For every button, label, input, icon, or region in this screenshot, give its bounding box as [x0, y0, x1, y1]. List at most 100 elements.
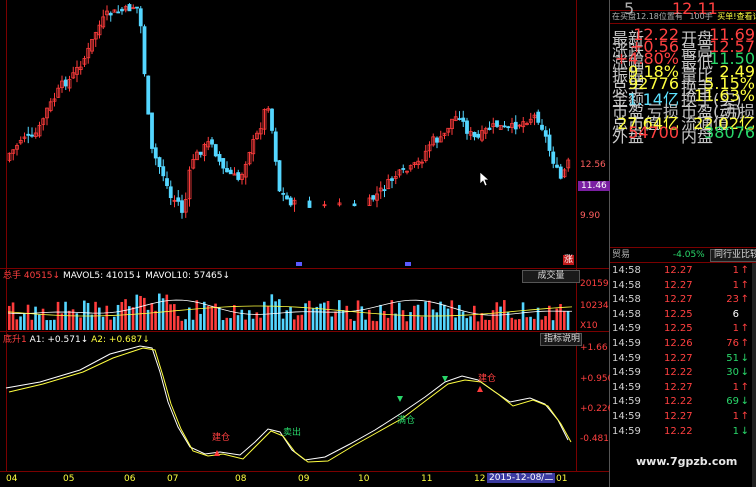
candle-body: [273, 131, 278, 162]
candlestick-series: [7, 3, 571, 219]
volume-bar: [229, 318, 232, 330]
candle-body: [258, 128, 263, 135]
candle-body: [472, 131, 477, 138]
candle-body: [540, 124, 544, 130]
volume-bar: [26, 304, 30, 330]
candle-body: [476, 133, 481, 138]
volume-bar: [368, 309, 371, 330]
tick-trade-row[interactable]: 14:59 12.25 1 ↑: [612, 323, 749, 335]
candle-body: [45, 107, 49, 119]
time-label: 04: [6, 474, 18, 484]
candle-body: [525, 123, 529, 125]
indicator-help-button[interactable]: 指标说明: [540, 333, 582, 346]
scrollbar[interactable]: [752, 263, 756, 487]
tick-trade-row[interactable]: 14:59 12.22 30 ↓: [612, 367, 749, 379]
volume-bar: [413, 305, 416, 330]
mavol10-label: MAVOL10: 57465: [145, 271, 223, 281]
tick-trade-row[interactable]: 14:59 12.27 51 ↓: [612, 352, 749, 364]
volume-bar: [23, 313, 26, 330]
candle-body: [243, 163, 248, 178]
main-chart[interactable]: [0, 0, 582, 268]
candle-body: [7, 152, 12, 161]
volume-bar: [566, 311, 570, 330]
volume-bar: [356, 300, 360, 330]
tick-trade-row[interactable]: 14:59 12.26 76 ↑: [612, 337, 749, 349]
volume-total: 40515: [23, 271, 53, 281]
tick-trade-row[interactable]: 14:58 12.27 1 ↑: [612, 279, 749, 291]
volume-bar: [491, 310, 495, 330]
candle-body: [566, 159, 571, 169]
candle-body: [150, 112, 154, 149]
volume-bar: [326, 300, 330, 330]
candle-body: [435, 137, 439, 143]
volume-bar: [210, 305, 214, 330]
order-detail-link[interactable]: 买单!查看详细: [717, 12, 756, 21]
candle-body: [56, 87, 61, 98]
candle-body: [105, 10, 109, 16]
volume-bar: [379, 304, 382, 330]
volume-bar: [86, 302, 90, 330]
candle-body: [262, 109, 267, 130]
candle-body: [153, 147, 158, 159]
volume-bar: [398, 302, 401, 330]
volume-bar: [409, 312, 412, 330]
candle-body: [405, 170, 409, 173]
candle-body: [457, 118, 462, 120]
candle-body: [251, 139, 256, 155]
volume-bar: [304, 303, 307, 330]
event-marker[interactable]: [296, 262, 302, 266]
tick-trade-row[interactable]: 14:59 12.22 1 ↓: [612, 425, 749, 437]
price-label-low: 9.90: [580, 211, 601, 221]
volume-bar: [128, 306, 131, 330]
volume-bar: [274, 301, 277, 330]
candle-body: [30, 134, 34, 137]
candle-body: [307, 200, 312, 208]
candle-body: [142, 26, 147, 75]
volume-bar: [30, 319, 34, 330]
order-book-row[interactable]: 5 12.11: [624, 0, 718, 18]
volume-bar: [371, 320, 375, 330]
tick-trade-row[interactable]: 14:59 12.27 1 ↑: [612, 381, 749, 393]
candle-body: [453, 116, 458, 121]
volume-bar: [349, 319, 352, 330]
industry-compare-button[interactable]: 同行业比较: [710, 249, 756, 262]
candle-body: [431, 136, 436, 146]
event-marker[interactable]: [405, 262, 411, 266]
volume-panel[interactable]: [0, 269, 582, 331]
tick-trade-row[interactable]: 14:58 12.27 23 ↑: [612, 294, 749, 306]
candle-body: [367, 197, 372, 207]
tick-trade-row[interactable]: 14:59 12.22 69 ↓: [612, 396, 749, 408]
tick-trade-row[interactable]: 14:59 12.27 1 ↑: [612, 410, 749, 422]
volume-bar: [109, 319, 112, 330]
industry-name[interactable]: 贸易: [612, 250, 631, 260]
volume-bar: [169, 304, 172, 330]
candle-body: [67, 79, 72, 89]
volume-bar: [353, 320, 356, 330]
candle-body: [285, 195, 289, 200]
candle-body: [386, 179, 391, 190]
tick-trades-list[interactable]: 14:58 12.27 1 ↑ 14:58 12.27 1 ↑ 14:58 12.27 23 ↑ 14:…: [612, 263, 756, 438]
candle-body: [97, 24, 102, 36]
candle-body: [401, 168, 406, 170]
tick-trade-row[interactable]: 14:58 12.25 6: [612, 308, 739, 320]
volume-bar: [158, 293, 161, 330]
candle-body: [543, 130, 548, 137]
signal-arrow-icon: [214, 450, 220, 456]
indicator-panel[interactable]: [0, 332, 582, 471]
volume-bar: [563, 311, 566, 330]
candle-body: [551, 151, 556, 164]
volume-bar: [360, 306, 364, 330]
indicator-lines: [5, 345, 572, 463]
candle-body: [438, 136, 443, 143]
volume-indicator-button[interactable]: 成交量: [522, 270, 580, 283]
tick-trade-row[interactable]: 14:58 12.27 1 ↑: [612, 265, 749, 276]
volume-bar: [364, 319, 367, 330]
time-axis: 04 05 06 07 08 09 10 11 12 2015-12-08/二 …: [0, 472, 609, 487]
volume-bar: [266, 306, 270, 330]
volume-bar: [540, 319, 544, 330]
volume-bar: [559, 304, 562, 330]
candle-body: [161, 166, 166, 177]
signal-arrow-icon: [477, 386, 483, 392]
candle-body: [116, 11, 121, 14]
candle-body: [412, 162, 417, 165]
